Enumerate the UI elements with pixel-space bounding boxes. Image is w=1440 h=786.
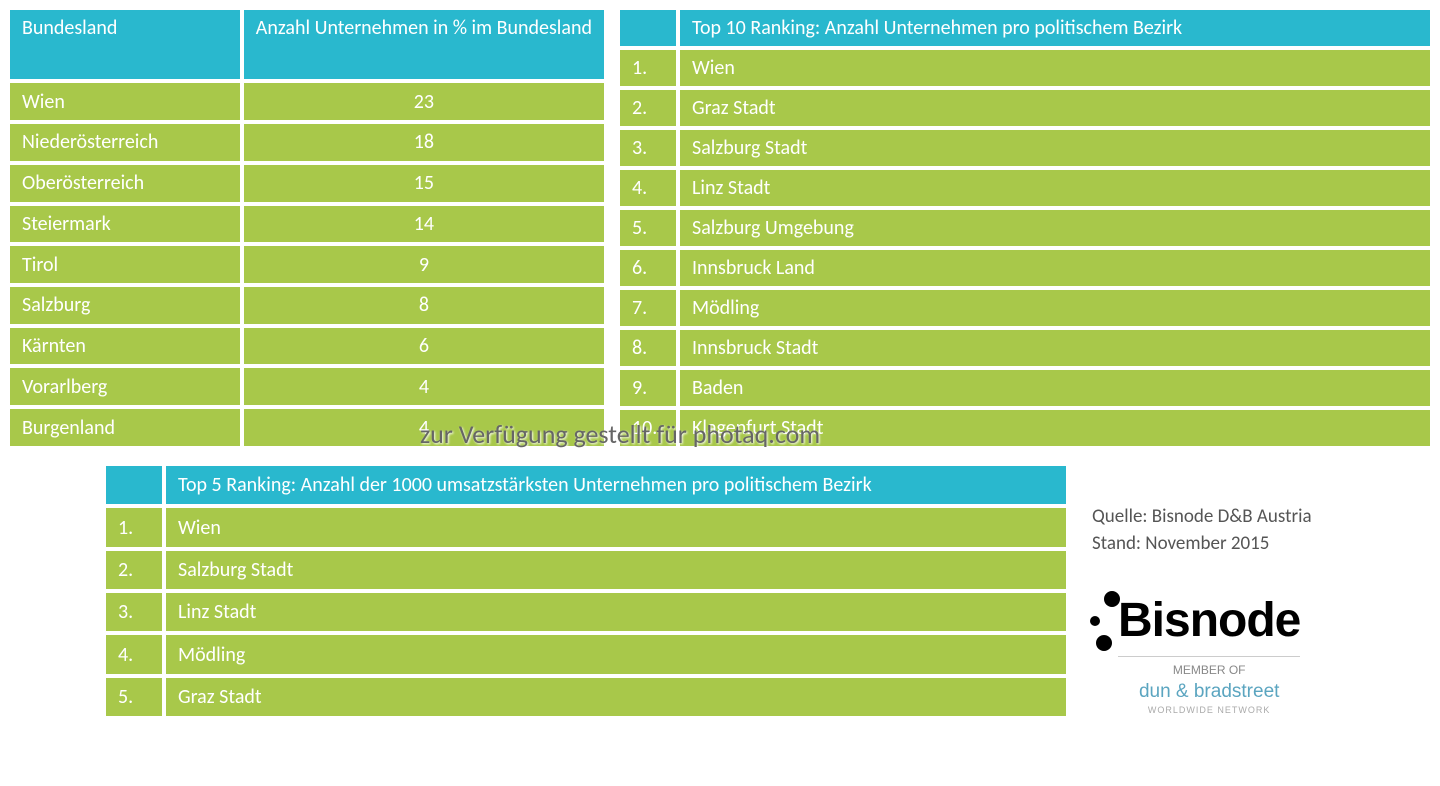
table-row-cell: Salzburg bbox=[8, 285, 242, 326]
table-row-cell: Tirol bbox=[8, 244, 242, 285]
table-row-rank: 1. bbox=[618, 48, 678, 88]
table-row-rank: 4. bbox=[618, 168, 678, 208]
table-row-cell: Salzburg Stadt bbox=[678, 128, 1432, 168]
col-header-top5-title: Top 5 Ranking: Anzahl der 1000 umsatzstä… bbox=[164, 464, 1068, 506]
table-row-rank: 1. bbox=[104, 506, 164, 548]
table-row-rank: 2. bbox=[104, 549, 164, 591]
source-sidebar: Quelle: Bisnode D&B Austria Stand: Novem… bbox=[1092, 464, 1432, 718]
table-row-cell: 23 bbox=[242, 81, 606, 122]
table-row-cell: 18 bbox=[242, 122, 606, 163]
source-line1: Quelle: Bisnode D&B Austria bbox=[1092, 504, 1432, 531]
bisnode-logo: Bisnode MEMBER OF dun & bradstreet WORLD… bbox=[1092, 593, 1300, 715]
table-row-cell: Mödling bbox=[164, 633, 1068, 675]
table-row-cell: Wien bbox=[678, 48, 1432, 88]
table-top5-umsatz: Top 5 Ranking: Anzahl der 1000 umsatzstä… bbox=[104, 464, 1068, 718]
table-row-rank: 6. bbox=[618, 248, 678, 288]
table-row-cell: Innsbruck Stadt bbox=[678, 328, 1432, 368]
table-row-cell: Vorarlberg bbox=[8, 366, 242, 407]
table-row-cell: Klagenfurt Stadt bbox=[678, 408, 1432, 448]
table-row-rank: 8. bbox=[618, 328, 678, 368]
logo-subbrand: dun & bradstreet bbox=[1118, 681, 1300, 703]
table-row-rank: 5. bbox=[618, 208, 678, 248]
table-row-cell: Linz Stadt bbox=[678, 168, 1432, 208]
table-row-cell: 9 bbox=[242, 244, 606, 285]
table-row-cell: Kärnten bbox=[8, 326, 242, 367]
col-header-bundesland: Bundesland bbox=[8, 8, 242, 81]
source-line2: Stand: November 2015 bbox=[1092, 531, 1432, 558]
logo-main-text: Bisnode bbox=[1118, 593, 1300, 648]
table-row-cell: Salzburg Umgebung bbox=[678, 208, 1432, 248]
table-row-cell: Graz Stadt bbox=[164, 676, 1068, 718]
table-row-cell: Baden bbox=[678, 368, 1432, 408]
table-row-cell: 8 bbox=[242, 285, 606, 326]
table-row-cell: Steiermark bbox=[8, 204, 242, 245]
table-row-cell: 4 bbox=[242, 407, 606, 448]
logo-member-of: MEMBER OF bbox=[1118, 656, 1300, 677]
table-row-cell: Mödling bbox=[678, 288, 1432, 328]
col-header-top10-title: Top 10 Ranking: Anzahl Unternehmen pro p… bbox=[678, 8, 1432, 48]
table-top10-bezirk: Top 10 Ranking: Anzahl Unternehmen pro p… bbox=[618, 8, 1432, 448]
table-row-rank: 5. bbox=[104, 676, 164, 718]
logo-network: WORLDWIDE NETWORK bbox=[1118, 705, 1300, 715]
table-row-rank: 4. bbox=[104, 633, 164, 675]
table-row-cell: Graz Stadt bbox=[678, 88, 1432, 128]
table-row-cell: Niederösterreich bbox=[8, 122, 242, 163]
col-header-rank-blank bbox=[618, 8, 678, 48]
table-bundesland: Bundesland Anzahl Unternehmen in % im Bu… bbox=[8, 8, 606, 448]
table-row-rank: 7. bbox=[618, 288, 678, 328]
table-row-rank: 10. bbox=[618, 408, 678, 448]
table-row-cell: Salzburg Stadt bbox=[164, 549, 1068, 591]
table-row-cell: Innsbruck Land bbox=[678, 248, 1432, 288]
table-row-rank: 3. bbox=[618, 128, 678, 168]
table-row-rank: 9. bbox=[618, 368, 678, 408]
table-row-cell: Oberösterreich bbox=[8, 163, 242, 204]
table-row-cell: Linz Stadt bbox=[164, 591, 1068, 633]
col-header-rank-blank2 bbox=[104, 464, 164, 506]
table-row-cell: Burgenland bbox=[8, 407, 242, 448]
table-row-cell: 14 bbox=[242, 204, 606, 245]
table-row-cell: Wien bbox=[164, 506, 1068, 548]
col-header-anzahl: Anzahl Unternehmen in % im Bundesland bbox=[242, 8, 606, 81]
table-row-cell: Wien bbox=[8, 81, 242, 122]
table-row-rank: 3. bbox=[104, 591, 164, 633]
table-row-cell: 6 bbox=[242, 326, 606, 367]
table-row-cell: 4 bbox=[242, 366, 606, 407]
table-row-rank: 2. bbox=[618, 88, 678, 128]
table-row-cell: 15 bbox=[242, 163, 606, 204]
